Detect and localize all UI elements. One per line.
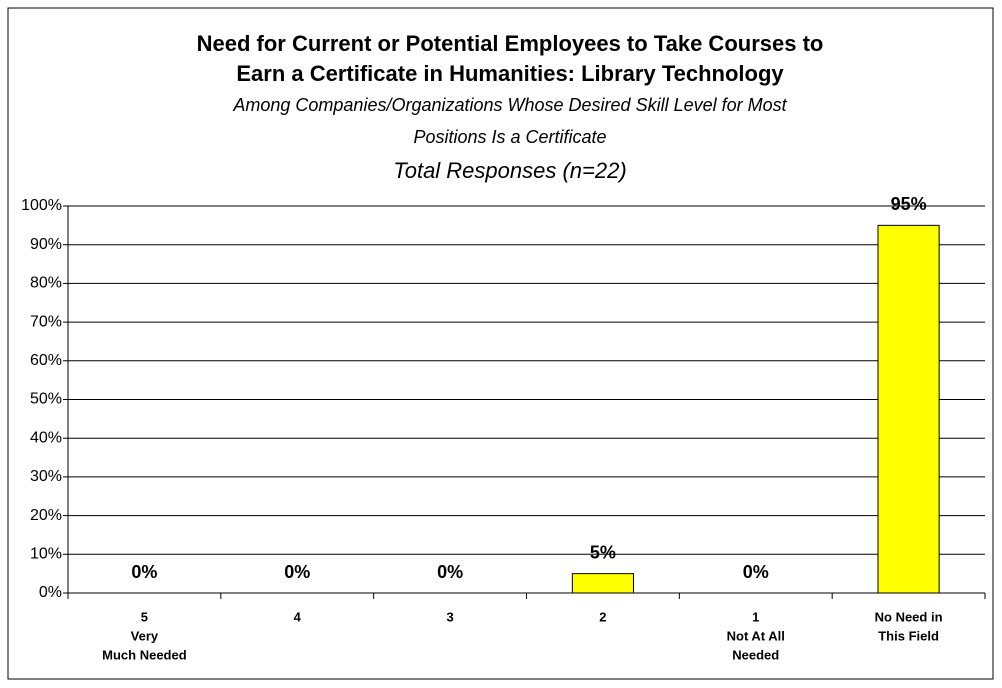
x-tick-label: Very [131, 628, 159, 643]
y-tick-label: 70% [30, 313, 62, 330]
y-tick-label: 100% [21, 197, 62, 214]
bar [877, 224, 940, 594]
y-tick-label: 20% [30, 507, 62, 524]
chart-annotation: Total Responses (n=22) [393, 158, 626, 183]
x-tick-label: No Need in [875, 609, 943, 624]
value-label: 0% [284, 562, 310, 582]
value-label: 95% [891, 194, 927, 214]
x-tick-label: Needed [732, 647, 779, 662]
value-label: 0% [743, 562, 769, 582]
chart-border [7, 7, 994, 680]
x-tick-label: 3 [446, 609, 453, 624]
value-label: 0% [437, 562, 463, 582]
x-tick-label: 5 [141, 609, 148, 624]
y-tick-label: 50% [30, 391, 62, 408]
x-tick-label: This Field [878, 628, 939, 643]
bar [571, 573, 634, 594]
y-tick-label: 60% [30, 352, 62, 369]
x-tick-label: Much Needed [102, 647, 187, 662]
chart-title: Earn a Certificate in Humanities: Librar… [236, 61, 784, 86]
y-tick-label: 0% [39, 584, 62, 601]
y-tick-label: 90% [30, 236, 62, 253]
y-tick-label: 10% [30, 546, 62, 563]
value-label: 0% [131, 562, 157, 582]
chart-subtitle: Positions Is a Certificate [413, 127, 606, 147]
value-label: 5% [590, 542, 616, 562]
y-tick-label: 30% [30, 468, 62, 485]
x-tick-label: 4 [294, 609, 302, 624]
chart-subtitle: Among Companies/Organizations Whose Desi… [232, 95, 787, 115]
y-tick-label: 80% [30, 275, 62, 292]
x-tick-label: 2 [599, 609, 606, 624]
x-tick-label: Not At All [727, 628, 785, 643]
y-tick-label: 40% [30, 429, 62, 446]
chart-title: Need for Current or Potential Employees … [197, 31, 824, 56]
x-tick-label: 1 [752, 609, 759, 624]
